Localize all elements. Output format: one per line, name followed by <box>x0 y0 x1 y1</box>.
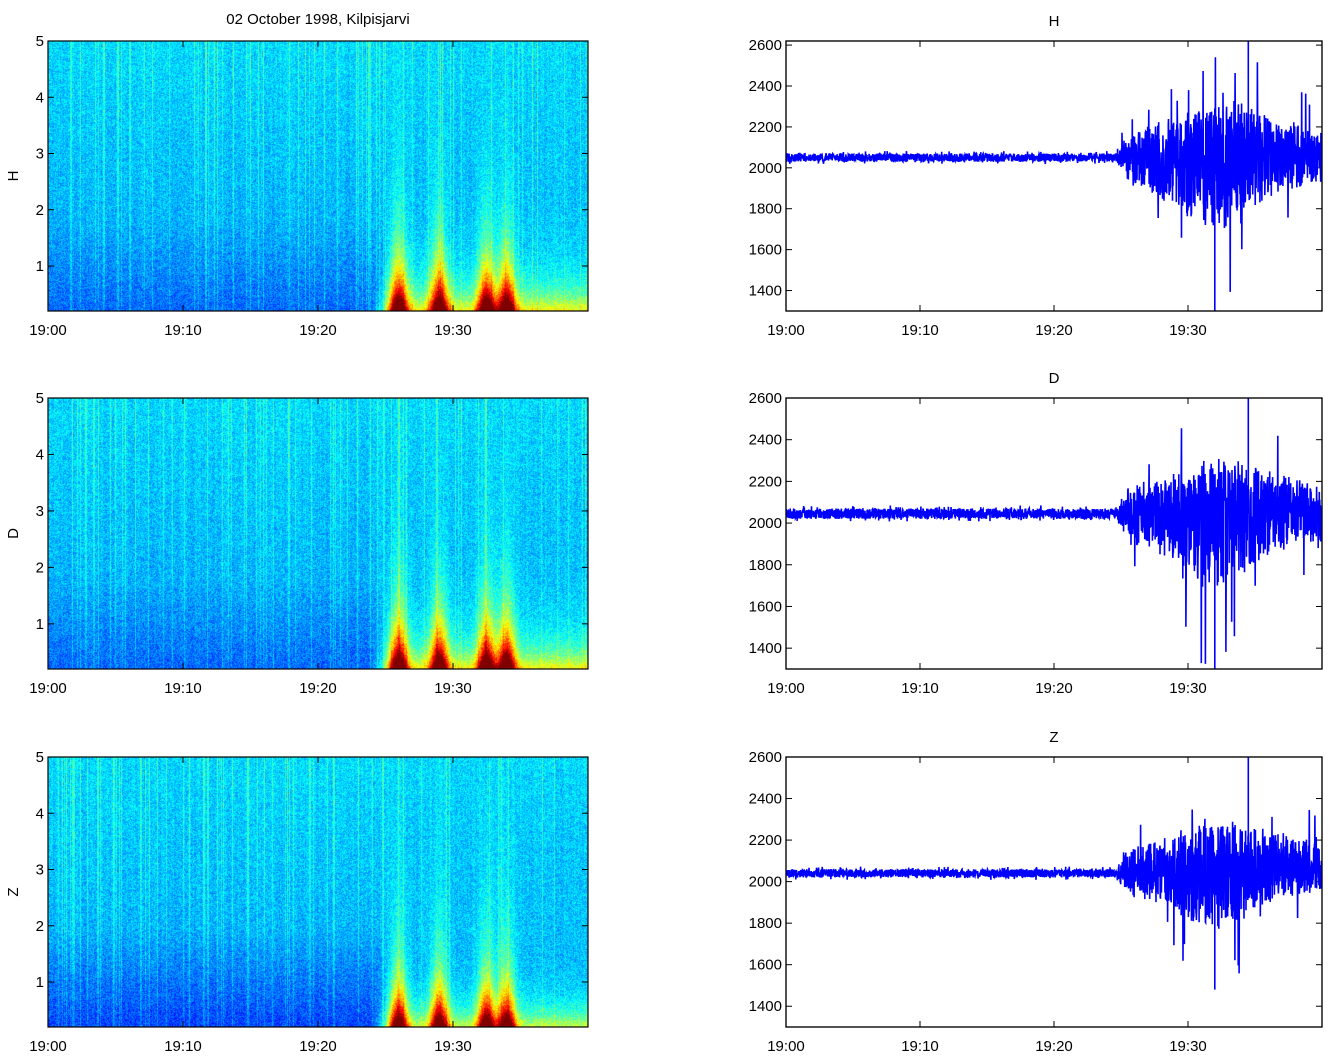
x-tick-label: 19:20 <box>299 680 337 697</box>
y-tick-label: 2000 <box>749 515 782 532</box>
y-tick-label: 2000 <box>749 874 782 891</box>
timeseries-frame-top <box>785 397 1323 670</box>
x-tick-label: 19:00 <box>29 1038 67 1055</box>
y-tick-label: 1800 <box>749 915 782 932</box>
y-tick-label: 1600 <box>749 242 782 259</box>
spectrogram-axes-Z: 19:00 19:10 19:20 19:30 1 2 3 4 5 <box>29 749 589 1055</box>
spectrogram-image-D <box>48 398 588 669</box>
x-tick-label: 19:00 <box>29 680 67 697</box>
x-tick-label: 19:20 <box>1035 680 1073 697</box>
y-tick-label: 2200 <box>749 473 782 490</box>
x-tick-label: 19:00 <box>767 680 805 697</box>
y-tick-label: 3 <box>36 503 44 520</box>
y-tick-label: 2600 <box>749 37 782 54</box>
panel-title: D <box>1049 370 1060 387</box>
x-tick-label: 19:30 <box>434 680 472 697</box>
panel-title: H <box>1049 13 1060 30</box>
timeseries-frame-top <box>785 40 1323 312</box>
y-tick-label: 1400 <box>749 640 782 657</box>
x-tick-label: 19:30 <box>1169 322 1207 339</box>
y-tick-label: 2000 <box>749 160 782 177</box>
y-tick-label: 2 <box>36 202 44 219</box>
y-tick-label: 2400 <box>749 432 782 449</box>
x-tick-label: 19:10 <box>901 322 939 339</box>
x-tick-label: 19:30 <box>434 1038 472 1055</box>
y-tick-label: 5 <box>36 390 44 407</box>
x-tick-label: 19:30 <box>1169 680 1207 697</box>
y-tick-label: 1400 <box>749 283 782 300</box>
x-tick-label: 19:10 <box>164 680 202 697</box>
figure-title: 02 October 1998, Kilpisjarvi <box>226 11 409 28</box>
y-tick-label: 1 <box>36 258 44 275</box>
y-tick-label: 2600 <box>749 390 782 407</box>
x-tick-label: 19:20 <box>299 1038 337 1055</box>
spectrogram-axes-D: 19:00 19:10 19:20 19:30 1 2 3 4 5 <box>29 390 589 697</box>
x-tick-label: 19:10 <box>901 1038 939 1055</box>
series-line-Z <box>786 809 1322 974</box>
y-tick-label: 2200 <box>749 832 782 849</box>
y-tick-label: 1 <box>36 974 44 991</box>
y-tick-label: 5 <box>36 749 44 766</box>
y-axis-label: H <box>5 171 22 182</box>
x-tick-label: 19:10 <box>164 322 202 339</box>
x-tick-label: 19:00 <box>767 322 805 339</box>
y-tick-label: 2200 <box>749 119 782 136</box>
y-tick-label: 2400 <box>749 78 782 95</box>
y-axis-label: D <box>5 528 22 539</box>
y-tick-label: 1600 <box>749 957 782 974</box>
y-tick-label: 2400 <box>749 791 782 808</box>
y-tick-label: 1 <box>36 616 44 633</box>
y-tick-label: 4 <box>36 89 44 106</box>
x-tick-label: 19:20 <box>1035 322 1073 339</box>
spectrogram-image-H <box>48 41 588 311</box>
y-tick-label: 4 <box>36 446 44 463</box>
y-tick-label: 2 <box>36 918 44 935</box>
y-tick-label: 1800 <box>749 201 782 218</box>
y-tick-label: 1400 <box>749 998 782 1015</box>
y-tick-label: 2 <box>36 559 44 576</box>
x-tick-label: 19:30 <box>1169 1038 1207 1055</box>
y-tick-label: 5 <box>36 33 44 50</box>
series-line-D <box>786 428 1322 664</box>
y-tick-label: 1600 <box>749 598 782 615</box>
y-axis-label: Z <box>5 887 22 896</box>
x-tick-label: 19:00 <box>767 1038 805 1055</box>
y-tick-label: 1800 <box>749 557 782 574</box>
x-tick-label: 19:30 <box>434 322 472 339</box>
timeseries-frame-top <box>785 756 1323 1028</box>
y-tick-label: 3 <box>36 862 44 879</box>
panel-title: Z <box>1049 729 1058 746</box>
spectrogram-axes-H: 19:00 19:10 19:20 19:30 1 2 3 4 5 <box>29 33 589 339</box>
y-tick-label: 4 <box>36 805 44 822</box>
y-tick-label: 3 <box>36 146 44 163</box>
x-tick-label: 19:10 <box>164 1038 202 1055</box>
series-line-H <box>786 57 1322 292</box>
y-tick-label: 2600 <box>749 749 782 766</box>
x-tick-label: 19:20 <box>299 322 337 339</box>
spectrogram-image-Z <box>48 757 588 1027</box>
x-tick-label: 19:10 <box>901 680 939 697</box>
x-tick-label: 19:00 <box>29 322 67 339</box>
x-tick-label: 19:20 <box>1035 1038 1073 1055</box>
